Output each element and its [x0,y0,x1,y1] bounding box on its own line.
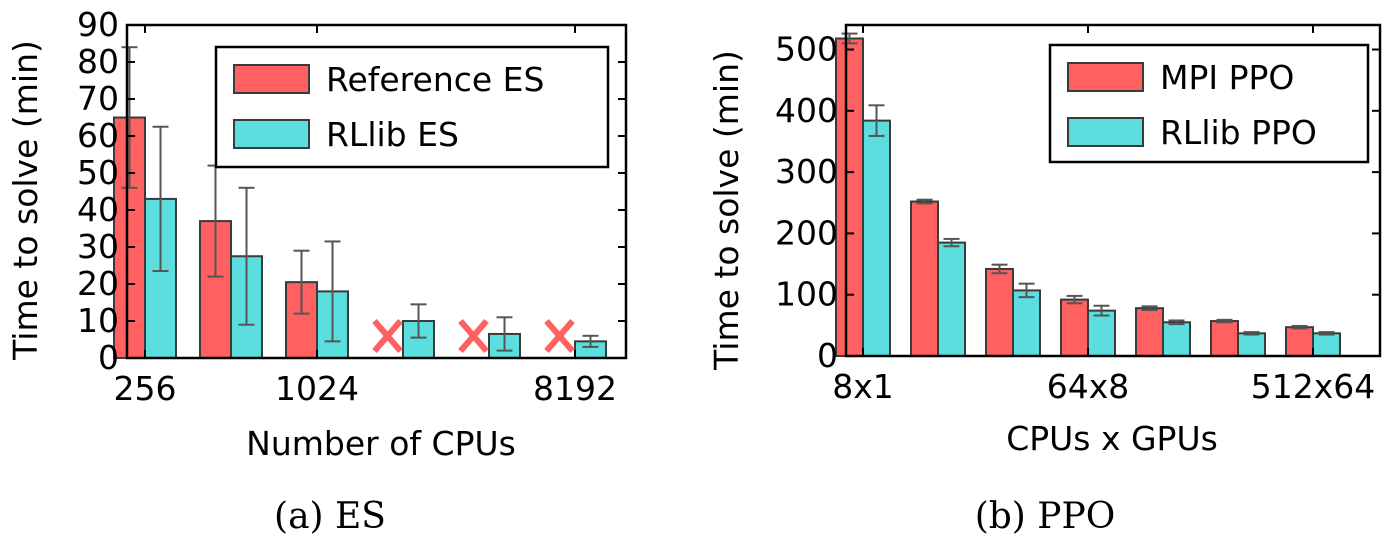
ppo-errorbar-32x4 [991,263,1008,275]
ppo-legend-swatch [1067,62,1144,92]
ppo-bar-mpi-ppo-8x1 [835,37,864,357]
es-errorbar-1024 [293,249,310,315]
es-errorbar-256 [152,125,169,273]
ppo-bar-rllib-ppo-64x8 [1087,309,1116,358]
es-y-tick-label: 20 [77,264,119,303]
es-y-tick-label: 70 [77,79,119,118]
es-errorbar-256 [121,46,138,189]
ppo-y-tick-label: 500 [775,30,838,69]
es-caption: (a) ES [274,496,386,537]
ppo-errorbar-8x1 [868,104,885,137]
es-x-axis-label: Number of CPUs [246,424,516,463]
ppo-bar-mpi-ppo-128x16 [1135,307,1164,358]
es-y-tick-label: 40 [77,190,119,229]
es-errorbar-4096 [496,316,513,352]
es-missing-marker-2048 [372,319,403,353]
es-y-tick-label: 0 [98,338,119,377]
ppo-legend-swatch [1067,117,1144,147]
ppo-errorbar-512x64 [1291,324,1308,330]
es-legend-label: Reference ES [326,60,544,99]
es-x-tick-label: 8192 [533,369,617,408]
ppo-bar-rllib-ppo-32x4 [1012,289,1041,357]
es-y-tick-label: 10 [77,301,119,340]
ppo-x-axis-label: CPUs x GPUs [1006,419,1218,458]
ppo-caption: (b) PPO [975,496,1116,537]
ppo-legend-label: MPI PPO [1160,58,1294,97]
ppo-bar-rllib-ppo-8x1 [862,119,891,357]
es-y-tick-label: 50 [77,153,119,192]
ppo-axes-layer: 0 100 200 300 400 500 8x1 64x8 512x64 [775,23,1382,406]
ppo-bar-mpi-ppo-32x4 [985,267,1014,357]
ppo-y-axis-label: Time to solve (min) [707,50,746,371]
ppo-legend: MPI PPO RLlib PPO [1048,43,1370,164]
es-y-tick-label: 60 [77,116,119,155]
es-legend: Reference ES RLlib ES [214,45,610,169]
ppo-y-tick-label: 400 [775,91,838,130]
es-missing-marker-stroke [458,319,489,353]
es-legend-label: RLlib ES [326,115,459,154]
ppo-y-tick-label: 0 [817,336,838,375]
ppo-errorbar-512x64 [1318,331,1335,336]
es-missing-marker-4096 [458,319,489,353]
ppo-bar-rllib-ppo-16x2 [937,241,966,357]
es-missing-marker-stroke [544,319,575,353]
es-missing-markers-layer [372,319,575,353]
es-errorbar-2048 [410,303,427,339]
ppo-bar-mpi-ppo-64x8 [1060,298,1089,358]
ppo-errorbar-128x16 [1141,305,1158,312]
ppo-errorbar-256x32 [1243,331,1260,336]
es-x-tick-label: 256 [114,369,177,408]
ppo-x-tick-label: 64x8 [1047,367,1130,406]
es-missing-marker-8192 [544,319,575,353]
es-y-tick-label: 80 [77,42,119,81]
es-errorbars-layer [121,46,599,352]
es-x-tick-label: 1024 [275,369,359,408]
ppo-errorbar-16x2 [943,237,960,248]
es-legend-swatch [233,119,310,149]
ppo-errorbar-64x8 [1066,294,1083,305]
ppo-y-tick-label: 300 [775,152,838,191]
es-plot-frame [125,23,628,360]
ppo-errorbar-256x32 [1216,318,1233,324]
ppo-chart-panel: 0 100 200 300 400 500 8x1 64x8 512x64 MPI PPO RLl… [707,23,1382,537]
ppo-bar-mpi-ppo-256x32 [1210,320,1239,357]
ppo-legend-label: RLlib PPO [1160,113,1317,152]
ppo-errorbar-8x1 [841,32,858,45]
ppo-bar-rllib-ppo-512x64 [1312,332,1341,358]
ppo-errorbars-layer [841,32,1335,336]
ppo-bar-mpi-ppo-512x64 [1285,326,1314,357]
ppo-bar-rllib-ppo-256x32 [1237,332,1266,358]
ppo-bar-mpi-ppo-16x2 [910,200,939,357]
ppo-errorbar-64x8 [1093,304,1110,317]
es-errorbar-8192 [582,334,599,348]
ppo-x-tick-label: 512x64 [1251,367,1376,406]
ppo-y-tick-label: 100 [775,275,838,314]
ppo-errorbar-128x16 [1168,319,1185,326]
es-errorbar-512 [238,186,255,326]
ppo-plot-frame [844,23,1382,358]
ppo-y-tick-label: 200 [775,213,838,252]
ppo-x-tick-label: 8x1 [832,367,894,406]
ppo-bar-rllib-ppo-128x16 [1162,321,1191,358]
ppo-errorbar-16x2 [916,198,933,205]
es-legend-swatch [233,64,310,94]
es-y-axis-label: Time to solve (min) [6,40,45,361]
ppo-errorbar-32x4 [1018,282,1035,299]
es-y-tick-label: 90 [77,5,119,44]
es-y-tick-label: 30 [77,227,119,266]
es-missing-marker-stroke [372,319,403,353]
es-errorbar-1024 [324,240,341,343]
